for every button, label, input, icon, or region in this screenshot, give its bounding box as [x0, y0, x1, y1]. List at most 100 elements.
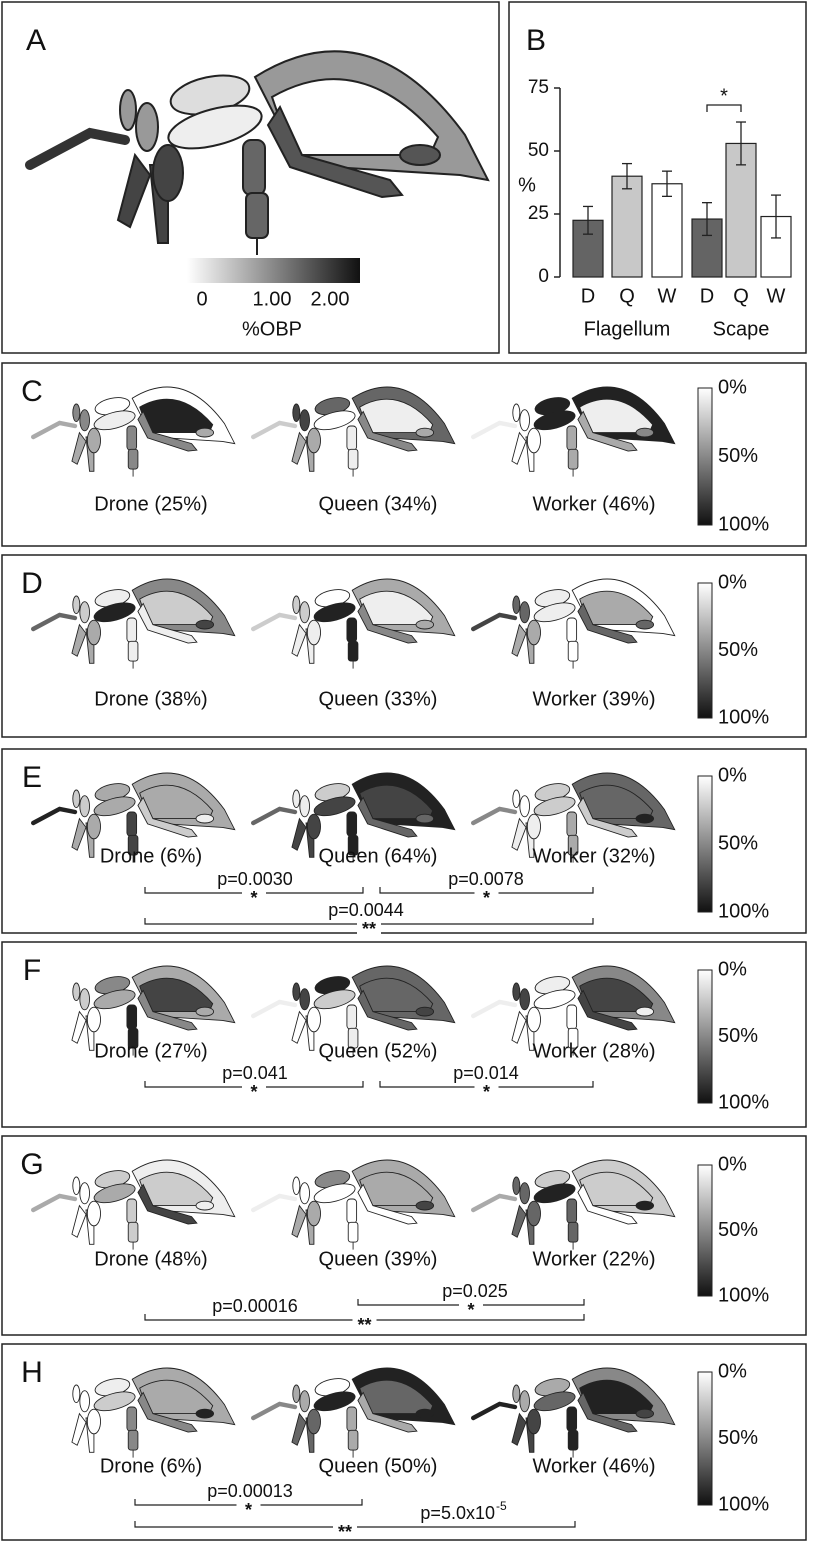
caste-caption: Drone (27%) — [94, 1040, 207, 1062]
colorbar — [697, 775, 713, 913]
colorbar-tick-label: 0 — [196, 288, 207, 310]
colorbar-tick-label: 0% — [718, 958, 747, 980]
star-bg — [357, 923, 381, 935]
caste-caption: Drone (6%) — [100, 845, 202, 867]
colorbar-tick-label: 100% — [718, 513, 769, 535]
caste-caption: Queen (33%) — [319, 688, 438, 710]
caste-caption: Worker (46%) — [533, 1455, 656, 1477]
colorbar-tick-label: 0% — [718, 376, 747, 398]
caste-caption: Queen (34%) — [319, 493, 438, 515]
error-bar — [583, 205, 593, 235]
panel-label: G — [20, 1148, 43, 1181]
caste-caption: Queen (50%) — [319, 1455, 438, 1477]
colorbar-tick-label: 50% — [718, 445, 758, 467]
colorbar-tick-label: 100% — [718, 1091, 769, 1113]
colorbar-tick-label: 0% — [718, 764, 747, 786]
significance-mark: * — [250, 1082, 257, 1102]
error-bar — [622, 162, 632, 190]
p-value-exponent: -5 — [496, 1499, 507, 1513]
colorbar — [697, 1371, 713, 1506]
p-value: p=5.0x10 — [420, 1503, 495, 1523]
colorbar — [187, 258, 360, 283]
caste-caption: Drone (38%) — [94, 688, 207, 710]
significance-mark: * — [245, 1500, 252, 1520]
colorbar-tick-label: 50% — [718, 1219, 758, 1241]
error-bar — [702, 202, 712, 237]
significance-mark: * — [720, 85, 728, 107]
colorbar — [697, 1164, 713, 1297]
significance-mark: ** — [338, 1522, 352, 1542]
panel-label: B — [526, 24, 546, 57]
colorbar — [697, 582, 713, 719]
x-tick-label: D — [581, 285, 595, 307]
star-bg — [474, 892, 499, 904]
significance-mark: * — [250, 888, 257, 908]
caste-caption: Drone (6%) — [100, 1455, 202, 1477]
panel-label: F — [23, 954, 41, 987]
star-bg — [242, 1086, 266, 1098]
x-tick-label: Q — [619, 285, 635, 307]
p-value: p=0.0030 — [217, 869, 293, 889]
colorbar-tick-label: 50% — [718, 639, 758, 661]
panel-label: H — [21, 1356, 43, 1389]
p-value: p=0.014 — [453, 1063, 519, 1083]
caste-caption: Queen (39%) — [319, 1248, 438, 1270]
significance-mark: * — [483, 1082, 490, 1102]
colorbar-tick-label: 100% — [718, 900, 769, 922]
significance-mark: * — [483, 888, 490, 908]
bar — [611, 175, 643, 278]
significance-bracket — [706, 104, 742, 112]
error-bar — [771, 194, 781, 239]
caste-caption: Worker (22%) — [533, 1248, 656, 1270]
caste-caption: Drone (25%) — [94, 493, 207, 515]
bar — [651, 183, 683, 278]
colorbar-tick-label: 100% — [718, 1493, 769, 1515]
x-tick-label: W — [658, 285, 677, 307]
y-tick-label: 25 — [528, 203, 549, 224]
p-value: p=0.00016 — [212, 1296, 298, 1316]
error-bar — [662, 170, 672, 198]
p-value: p=0.025 — [442, 1281, 508, 1301]
group-label: Flagellum — [584, 318, 671, 340]
y-axis-label: % — [518, 174, 536, 196]
colorbar-tick-label: 50% — [718, 832, 758, 854]
colorbar-tick-label: 0% — [718, 571, 747, 593]
y-tick-label: 75 — [528, 77, 549, 98]
x-tick-label: D — [700, 285, 714, 307]
panel-label: A — [26, 24, 46, 57]
bar — [725, 142, 757, 278]
caste-caption: Queen (64%) — [319, 845, 438, 867]
caste-caption: Worker (39%) — [533, 688, 656, 710]
colorbar-tick-label: 0% — [718, 1360, 747, 1382]
y-tick-label: 50 — [528, 140, 549, 161]
caste-caption: Drone (48%) — [94, 1248, 207, 1270]
star-bg — [333, 1526, 357, 1538]
group-label: Scape — [713, 318, 770, 340]
significance-mark: ** — [357, 1315, 371, 1335]
star-bg — [459, 1304, 483, 1316]
error-bar — [736, 121, 746, 166]
star-bg — [242, 892, 266, 904]
colorbar-tick-label: 100% — [718, 1284, 769, 1306]
x-tick-label: Q — [733, 285, 749, 307]
panel-label: D — [21, 567, 43, 600]
colorbar-tick-label: 2.00 — [311, 288, 350, 310]
colorbar-tick-label: 1.00 — [253, 288, 292, 310]
p-value: p=0.0078 — [448, 869, 524, 889]
caste-caption: Queen (52%) — [319, 1040, 438, 1062]
p-value: p=0.041 — [222, 1063, 288, 1083]
significance-mark: * — [467, 1300, 474, 1320]
panel-label: C — [21, 375, 43, 408]
star-bg — [474, 1086, 499, 1098]
colorbar — [697, 387, 713, 526]
panel-label: E — [22, 761, 42, 794]
star-bg — [236, 1504, 261, 1516]
caste-caption: Worker (46%) — [533, 493, 656, 515]
y-tick-label: 0 — [538, 266, 549, 287]
p-value: p=0.0044 — [328, 900, 404, 920]
colorbar-tick-label: 50% — [718, 1427, 758, 1449]
x-tick-label: W — [767, 285, 786, 307]
colorbar-tick-label: 50% — [718, 1025, 758, 1047]
star-bg — [352, 1319, 377, 1331]
